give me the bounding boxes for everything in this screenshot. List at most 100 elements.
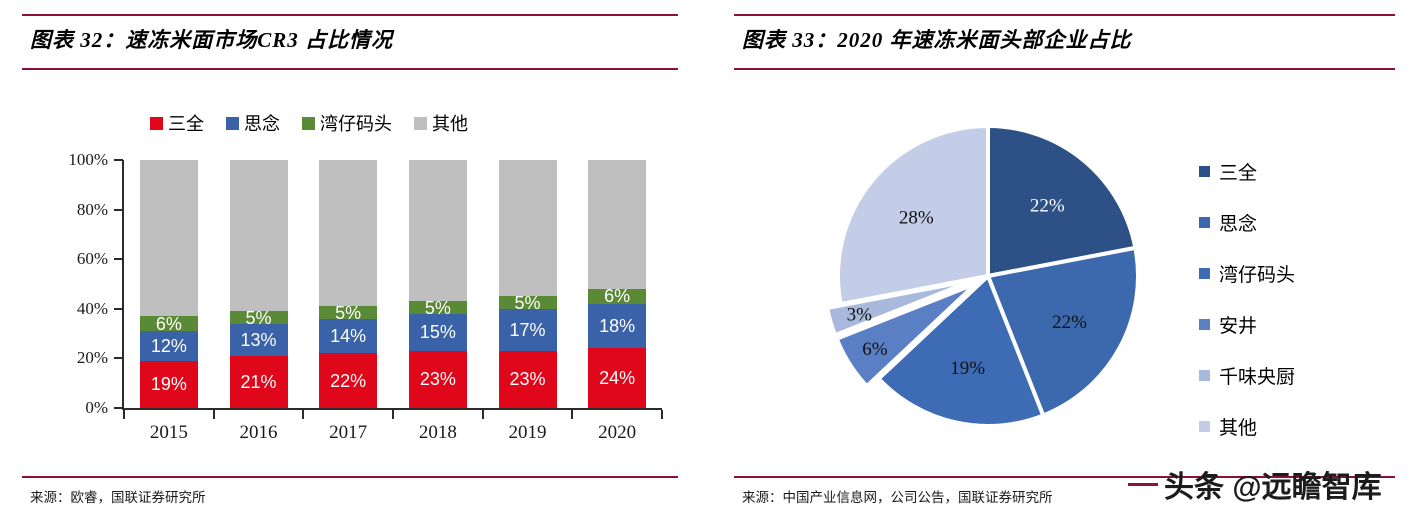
x-axis-label: 2015	[149, 422, 188, 443]
bar-value-label: 5%	[514, 292, 541, 313]
pie-slice-label: 19%	[950, 358, 985, 379]
pie-slice-label: 6%	[862, 339, 888, 360]
legend-label: 千味央厨	[1219, 367, 1296, 388]
pie-slice-label: 3%	[847, 304, 873, 325]
source-note-right: 来源：中国产业信息网，公司公告，国联证券研究所	[742, 490, 1053, 505]
bar-segment: 14%	[319, 318, 378, 354]
legend-swatch-icon	[1199, 421, 1210, 432]
header-rule-bottom	[22, 68, 678, 70]
bar-value-label: 23%	[509, 369, 546, 390]
bar-value-label: 5%	[424, 297, 451, 318]
x-axis-tick	[661, 410, 663, 419]
x-axis-tick	[123, 410, 125, 419]
bar-segment: 22%	[319, 353, 378, 408]
legend-item: 三全	[1199, 158, 1295, 185]
chart-panel-right: 图表 33：2020 年速冻米面头部企业占比 来源：中国产业信息网，公司公告，国…	[712, 0, 1417, 521]
bar-value-label: 17%	[509, 319, 546, 340]
bar-stack: 5% 13% 21%	[229, 160, 288, 408]
y-axis-line	[122, 160, 124, 408]
legend-swatch-icon	[414, 116, 427, 130]
bar-series-area: 6% 12% 19% 5% 13% 21% 5% 14% 22% 5% 15% 23% 5% 17% 23%…	[124, 160, 662, 408]
bar-segment: 17%	[498, 308, 557, 351]
watermark-text: 头条 @远瞻智库	[1164, 471, 1382, 504]
legend-label: 其他	[432, 114, 468, 134]
legend-swatch-icon	[1199, 268, 1210, 279]
header-rule-bottom	[734, 68, 1395, 70]
legend-swatch-icon	[226, 116, 239, 130]
bar-segment: 23%	[498, 350, 557, 408]
legend-label: 思念	[1219, 214, 1258, 235]
legend-item: 其他	[414, 110, 468, 136]
bar-value-label: 24%	[599, 368, 636, 389]
y-axis-tick	[114, 208, 123, 211]
pie-slice-label: 22%	[1052, 312, 1087, 333]
bar-segment	[139, 160, 198, 317]
x-axis-label: 2018	[418, 422, 457, 443]
bar-segment: 5%	[408, 299, 467, 317]
legend-label: 湾仔码头	[320, 114, 392, 134]
legend-label: 安井	[1219, 316, 1258, 337]
bar-segment: 5%	[498, 294, 557, 312]
pie-chart-svg: 22% 22% 19% 6% 3% 28%	[824, 123, 1140, 428]
bar-value-label: 6%	[155, 313, 182, 334]
watermark: 头条 @远瞻智库	[1128, 462, 1382, 506]
bar-segment: 15%	[408, 313, 467, 351]
watermark-dash-icon	[1128, 482, 1158, 486]
page-title-right: 图表 33：2020 年速冻米面头部企业占比	[742, 28, 1132, 52]
y-axis-tick	[114, 407, 123, 409]
y-axis-tick-label: 100%	[68, 150, 108, 169]
legend-label: 三全	[168, 114, 204, 134]
legend-swatch-icon	[1199, 370, 1210, 381]
pie-slice	[836, 123, 990, 307]
legend-item: 千味央厨	[1199, 362, 1295, 389]
header-rule-top	[734, 14, 1395, 16]
bar-segment	[498, 160, 557, 297]
bar-segment: 24%	[588, 348, 647, 408]
legend-item: 其他	[1199, 413, 1295, 440]
y-axis-tick-label: 0%	[85, 398, 108, 417]
pie-slice	[875, 272, 1046, 428]
bar-stack: 6% 18% 24%	[588, 160, 647, 408]
legend-label: 思念	[244, 114, 280, 134]
bar-value-label: 5%	[335, 302, 362, 323]
legend-label: 三全	[1219, 163, 1258, 184]
y-axis-tick-label: 60%	[76, 249, 108, 269]
header-rule-top	[22, 14, 678, 16]
legend-item: 湾仔码头	[1199, 260, 1295, 287]
legend-label: 湾仔码头	[1219, 265, 1296, 286]
legend-swatch-icon	[1199, 319, 1210, 330]
x-axis-label: 2020	[598, 422, 637, 443]
pie-slice	[834, 281, 978, 390]
bar-chart-plot: 0% 20% 40% 60% 80% 100% 6% 12% 19% 5% 13% 21% 5% 14%…	[36, 150, 666, 443]
legend-item: 安井	[1199, 311, 1295, 338]
footer-rule-right	[734, 476, 1395, 478]
bar-segment: 18%	[588, 303, 647, 349]
bar-value-label: 13%	[240, 329, 277, 350]
legend-item: 三全	[150, 110, 204, 136]
x-axis-tick	[302, 410, 305, 419]
bar-value-label: 22%	[330, 370, 367, 391]
x-axis-label: 2016	[239, 422, 278, 443]
y-axis-tick-label: 40%	[76, 298, 108, 318]
x-axis-tick	[392, 410, 394, 419]
y-axis-tick	[114, 258, 123, 261]
bar-segment: 5%	[229, 309, 288, 327]
x-axis-line	[122, 408, 662, 410]
bar-value-label: 6%	[604, 286, 631, 307]
bar-segment: 21%	[229, 355, 288, 408]
bar-segment: 19%	[139, 360, 198, 408]
y-axis-tick-label: 80%	[76, 199, 108, 219]
source-note-left: 来源：欧睿，国联证券研究所	[30, 490, 206, 505]
bar-value-label: 23%	[419, 369, 456, 390]
bar-segment: 13%	[229, 323, 288, 356]
legend-item: 湾仔码头	[302, 110, 392, 136]
bar-value-label: 12%	[150, 336, 187, 357]
bar-segment: 6%	[588, 286, 647, 307]
x-axis-tick	[481, 410, 484, 419]
y-axis-tick-label: 20%	[76, 348, 108, 368]
chart-panel-left: 图表 32：速冻米面市场CR3 占比情况 三全 思念 湾仔码头 其他 0% 20% 40%…	[0, 0, 700, 521]
bar-segment: 12%	[139, 331, 198, 361]
legend-swatch-icon	[1199, 166, 1210, 177]
bar-segment	[319, 160, 378, 307]
